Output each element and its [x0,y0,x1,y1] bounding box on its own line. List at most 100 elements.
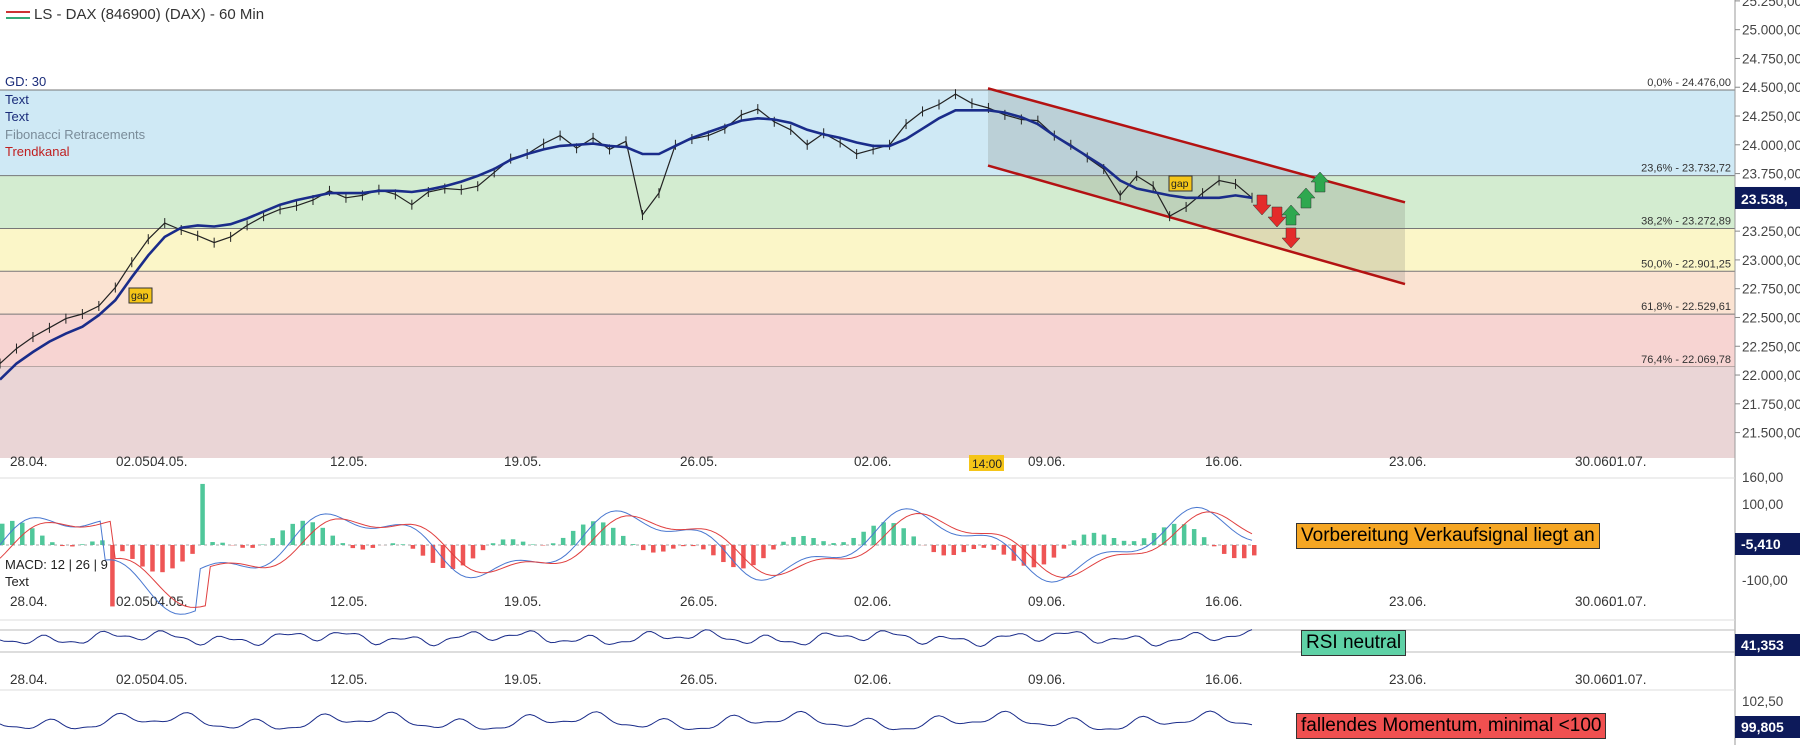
macd-histogram-bar [1231,545,1237,559]
macd-histogram-bar [861,531,866,545]
macd-histogram-bar [701,545,706,550]
date-tick-label: 09.06. [1028,454,1066,469]
time-highlight-label: 14:00 [972,457,1002,471]
macd-histogram-bar [130,545,135,559]
macd-histogram-bar [490,543,496,545]
macd-histogram-bar [510,539,516,545]
macd-histogram-bar [1111,537,1117,545]
macd-histogram-bar [390,543,396,545]
macd-histogram-bar [841,542,846,545]
price-tick-label: 22.000,00 [1742,368,1800,383]
date-tick-label: 04.05. [150,454,188,469]
macd-histogram-bar [360,545,366,550]
macd-histogram-bar [1241,545,1247,559]
macd-histogram-bar [1141,538,1147,545]
macd-histogram-bar [50,542,55,545]
macd-histogram-bar [651,545,656,553]
rsi-value-label: 41,353 [1741,637,1784,653]
trend-channel-upper [987,87,1406,204]
macd-histogram-bar [310,522,315,545]
macd-histogram-bar [1031,545,1037,568]
fib-zone [0,90,1735,176]
macd-histogram-bar [620,535,626,545]
macd-histogram-bar [460,545,466,566]
macd-histogram-bar [70,545,75,547]
legend-text-2[interactable]: Text [5,109,29,124]
macd-histogram-bar [681,545,686,547]
date-tick-label: 19.05. [504,672,542,687]
macd-signal-line [0,511,1253,608]
momentum-line [0,710,1253,731]
macd-histogram-bar [1021,545,1027,566]
arrow-up-icon [1281,204,1301,226]
macd-histogram-bar [1161,527,1167,545]
macd-histogram-bar [781,541,786,545]
trend-channel[interactable] [987,87,1406,286]
chart-title: LS - DAX (846900) (DAX) - 60 Min [6,6,264,23]
legend-trendkanal[interactable]: Trendkanal [5,144,70,159]
macd-histogram-bar [1191,529,1197,545]
macd-histogram-bar [981,545,987,548]
macd-histogram-bar [150,545,155,572]
price-tick-label: 25.000,00 [1742,23,1800,38]
macd-histogram-bar [881,522,886,545]
date-tick-label: 19.05. [504,454,542,469]
gap-badge [1168,175,1193,192]
macd-histogram-bar [340,543,346,545]
arrow-down-icon [1252,194,1272,216]
price-tick-label: 21.750,00 [1742,397,1800,412]
date-tick-label: 16.06. [1205,594,1243,609]
macd-histogram-bar [1001,545,1007,555]
fib-zone [0,228,1735,272]
rsi-line [0,629,1253,648]
macd-histogram-bar [931,545,936,553]
macd-histogram-bar [821,541,826,545]
fib-zone [0,367,1735,458]
date-tick-label: 09.06. [1028,672,1066,687]
macd-histogram-bar [1121,540,1127,545]
date-tick-label: 16.06. [1205,454,1243,469]
chart-title-text: LS - DAX (846900) (DAX) - 60 Min [34,6,265,23]
date-tick-label: 23.06. [1389,594,1427,609]
price-tick-label: 24.750,00 [1742,51,1800,66]
macd-tick-label: -100,00 [1742,573,1788,588]
date-tick-label: 30.06. [1575,454,1613,469]
macd-histogram-bar [30,528,35,545]
macd-histogram-bar [610,527,616,545]
macd-histogram-bar [1252,545,1257,556]
macd-histogram-bar [450,545,456,569]
price-axis: 25.250,00 25.000,00 24.750,00 24.500,00 24.2… [1734,0,1800,745]
price-tick-label: 24.250,00 [1742,109,1800,124]
fib-level-label: 38,2% - 23.272,89 [1641,216,1731,228]
macd-histogram-bar [600,522,606,545]
macd-histogram-bar [1091,532,1097,545]
fib-zone [0,175,1735,229]
macd-histogram-bar [570,530,576,545]
macd-histogram-bar [420,545,426,556]
macd-histogram-bar [60,545,65,547]
date-tick-label: 26.05. [680,672,718,687]
macd-histogram-bar [731,545,736,568]
macd-legend: MACD: 12 | 26 | 9 Text [5,556,108,590]
macd-histogram-bar [1071,540,1077,545]
legend-gd30[interactable]: GD: 30 [5,74,47,89]
arrow-down-icon [1267,206,1287,228]
date-tick-label: 02.05. [116,454,154,469]
macd-text-label[interactable]: Text [5,574,29,589]
macd-histogram-bar [911,536,916,545]
fib-zone [0,271,1735,315]
legend-fibonacci[interactable]: Fibonacci Retracements [5,126,146,142]
macd-histogram-bar [470,545,476,559]
macd-title[interactable]: MACD: 12 | 26 | 9 [5,557,108,572]
macd-histogram-bar [190,545,195,554]
macd-histogram-bar [270,538,275,545]
legend-text-1[interactable]: Text [5,91,29,107]
date-tick-label: 04.05. [150,594,188,609]
series-line-icon [6,11,30,20]
macd-histogram-bar [220,542,225,545]
macd-histogram-bar [851,537,856,545]
gap-label: gap [1171,178,1189,190]
price-tick-label: 23.750,00 [1742,167,1800,182]
macd-value-badge [1735,533,1800,555]
